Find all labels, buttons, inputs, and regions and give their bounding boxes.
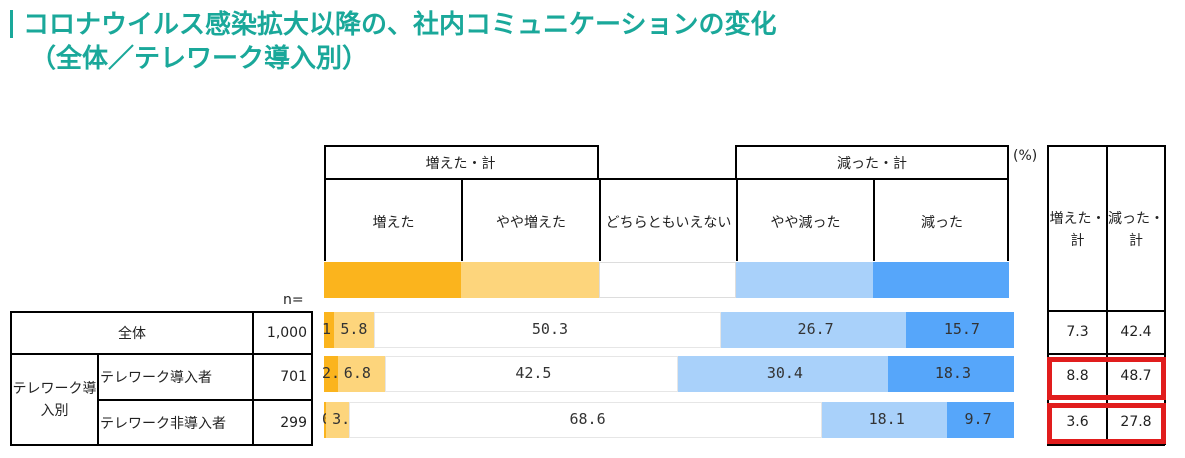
- bar-segment: [947, 402, 1014, 438]
- table-rule: [1106, 145, 1108, 445]
- row-label-all: 全体: [118, 326, 146, 342]
- table-rule: [98, 399, 313, 401]
- n-label: n=: [283, 292, 304, 308]
- legend-swatch-2: [599, 262, 736, 298]
- row-group-label: テレワーク導 入別: [12, 380, 97, 419]
- legend-swatch-1: [461, 262, 599, 298]
- table-rule: [1047, 353, 1165, 355]
- bar-value-label: 50.3: [531, 320, 569, 338]
- total-increase-value: 3.6: [1066, 414, 1089, 430]
- header-4: 減った: [921, 215, 963, 231]
- highlight-box: [1047, 403, 1166, 444]
- table-rule: [736, 178, 738, 261]
- legend-swatch-0: [324, 262, 461, 298]
- bar-value-label: 18.1: [868, 410, 905, 428]
- table-rule: [324, 178, 1009, 180]
- table-rule: [10, 311, 12, 446]
- bar-segment: [334, 312, 375, 348]
- table-rule: [1047, 145, 1049, 445]
- bar-value-label: 68.6: [569, 410, 606, 428]
- bar-segment: [324, 402, 327, 438]
- title-line-2: （全体／テレワーク導入別）: [30, 44, 369, 74]
- table-rule: [735, 145, 737, 179]
- row-label-telework: テレワーク導入者: [100, 370, 212, 386]
- header-1: やや増えた: [496, 215, 566, 231]
- table-rule: [324, 145, 326, 261]
- bar-value-label: 18.3: [934, 364, 971, 382]
- bar-value-label: 6.8: [343, 364, 371, 382]
- table-rule: [311, 311, 313, 446]
- bar-segment: [677, 356, 888, 392]
- table-rule: [324, 145, 598, 147]
- highlight-box: [1047, 357, 1166, 400]
- legend-swatch-4: [873, 262, 1009, 298]
- header-3: やや減った: [770, 215, 841, 231]
- bar-segment: [326, 402, 349, 438]
- header-2: どちらともいえない: [605, 215, 732, 231]
- row-label-non-telework: テレワーク非導入者: [100, 415, 226, 432]
- bar-segment: [887, 356, 1014, 392]
- table-rule: [735, 145, 1009, 147]
- bar-segment: [721, 312, 906, 348]
- table-rule: [599, 178, 601, 261]
- table-rule: [252, 311, 254, 446]
- header-0: 増えた: [372, 215, 415, 231]
- bar-value-label: 15.7: [943, 320, 980, 338]
- table-rule: [97, 353, 99, 446]
- n-value: 1,000: [266, 325, 307, 341]
- table-rule: [873, 178, 875, 261]
- bar-segment: [324, 312, 335, 348]
- bar-value-label: 5.8: [340, 320, 368, 338]
- title-line-1: コロナウイルス感染拡大以降の、社内コミュニケーションの変化: [23, 10, 777, 40]
- bar-value-label: 9.7: [964, 410, 992, 428]
- bar-segment: [374, 312, 722, 348]
- table-rule: [1007, 145, 1009, 261]
- table-rule: [1164, 145, 1166, 445]
- bar-segment: [905, 312, 1014, 348]
- bar-value-label: 42.5: [515, 364, 552, 382]
- bar-segment: [324, 356, 338, 392]
- bar-segment: [384, 356, 678, 392]
- chart-title: コロナウイルス感染拡大以降の、社内コミュニケーションの変化 （全体／テレワーク導…: [10, 8, 776, 76]
- total-decrease-value: 48.7: [1120, 368, 1152, 384]
- table-rule: [1047, 310, 1165, 312]
- table-rule: [461, 178, 463, 261]
- n-value: 299: [280, 414, 307, 431]
- n-value: 701: [280, 369, 307, 385]
- total-increase-value: 8.8: [1066, 368, 1089, 384]
- table-rule: [10, 444, 313, 446]
- header-sum-increase: 増えた・ 計: [1049, 211, 1106, 249]
- header-sum-decrease: 減った・ 計: [1108, 211, 1164, 249]
- unit-label: (%): [1013, 148, 1038, 164]
- bar-value-label: 30.4: [766, 364, 803, 382]
- header-decrease-total: 減った・計: [837, 155, 907, 172]
- title-accent-bar: [10, 10, 13, 38]
- bar-segment: [348, 402, 823, 438]
- table-rule: [10, 353, 313, 355]
- table-rule: [1047, 444, 1165, 446]
- bar-segment: [822, 402, 948, 438]
- header-increase-total: 増えた・計: [425, 155, 496, 172]
- table-rule: [10, 311, 313, 313]
- bar-value-label: 26.7: [797, 320, 834, 338]
- total-decrease-value: 42.4: [1120, 324, 1152, 340]
- table-rule: [597, 145, 599, 179]
- total-decrease-value: 27.8: [1120, 414, 1152, 430]
- bar-segment: [337, 356, 385, 392]
- total-increase-value: 7.3: [1066, 324, 1089, 340]
- legend-swatch-3: [736, 262, 873, 298]
